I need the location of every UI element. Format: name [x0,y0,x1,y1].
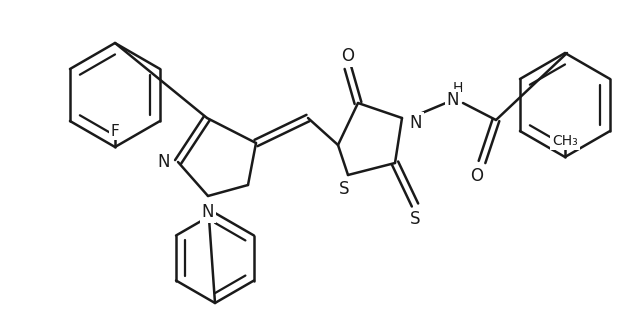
Text: O: O [342,47,355,65]
Text: N: N [157,153,170,171]
Text: N: N [202,203,214,221]
Text: O: O [470,167,483,185]
Text: N: N [447,91,460,109]
Text: S: S [410,210,420,228]
Text: F: F [111,124,120,138]
Text: H: H [453,81,463,95]
Text: N: N [410,114,422,132]
Text: S: S [339,180,349,198]
Text: CH₃: CH₃ [552,134,578,148]
